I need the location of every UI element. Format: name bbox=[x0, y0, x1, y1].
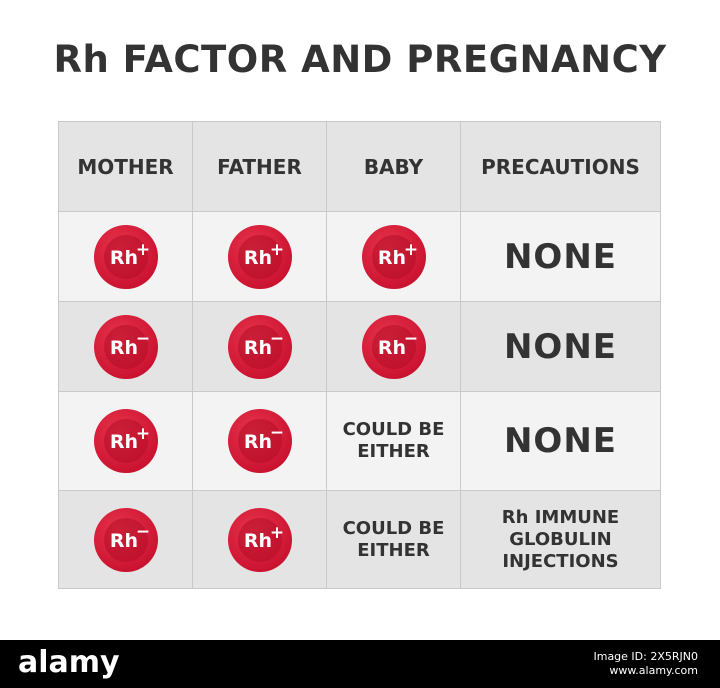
table-row: Rh − Rh + COULD BE EITHER Rh IMMUNE GLOBULIN INJ… bbox=[58, 490, 661, 589]
mother-cell: Rh − bbox=[58, 301, 193, 392]
svg-text:Rh: Rh bbox=[243, 247, 271, 269]
svg-text:+: + bbox=[135, 424, 149, 444]
precautions-text: NONE bbox=[504, 327, 617, 367]
mother-cell: Rh − bbox=[58, 490, 193, 589]
baby-cell: COULD BE EITHER bbox=[326, 391, 461, 491]
rh-negative-badge-icon: Rh− bbox=[361, 314, 426, 379]
page-title: Rh FACTOR AND PREGNANCY bbox=[53, 38, 667, 81]
footer-url: www.alamy.com bbox=[609, 664, 698, 677]
svg-text:−: − bbox=[135, 522, 149, 542]
rh-negative-badge-icon: Rh− bbox=[227, 409, 292, 473]
baby-outcome-line: EITHER bbox=[357, 441, 430, 462]
baby-cell: COULD BE EITHER bbox=[326, 490, 461, 589]
precautions-text: Rh IMMUNE GLOBULIN INJECTIONS bbox=[502, 507, 619, 573]
rh-positive-badge-icon: Rh+ bbox=[93, 409, 158, 473]
svg-text:Rh: Rh bbox=[377, 337, 405, 359]
father-cell: Rh − bbox=[192, 301, 327, 392]
baby-cell: Rh + bbox=[326, 211, 461, 302]
footer-info: Image ID: 2X5RJN0 www.alamy.com bbox=[593, 650, 698, 678]
precautions-line: GLOBULIN bbox=[509, 528, 612, 550]
header-mother: MOTHER bbox=[58, 121, 193, 212]
svg-text:−: − bbox=[403, 329, 417, 349]
baby-cell: Rh − bbox=[326, 301, 461, 392]
svg-text:−: − bbox=[269, 423, 283, 443]
father-cell: Rh + bbox=[192, 211, 327, 302]
footer-brand: alamy bbox=[18, 645, 120, 680]
precautions-cell: NONE bbox=[460, 211, 661, 302]
rh-negative-badge-icon: Rh− bbox=[93, 314, 158, 379]
svg-text:−: − bbox=[135, 329, 149, 349]
header-father: FATHER bbox=[192, 121, 327, 212]
table-row: Rh + Rh − COULD BE EITHER NONE bbox=[58, 391, 661, 491]
mother-cell: Rh + bbox=[58, 391, 193, 491]
father-cell: Rh + bbox=[192, 490, 327, 589]
precautions-line: INJECTIONS bbox=[502, 550, 619, 572]
rh-positive-badge-icon: Rh+ bbox=[361, 224, 426, 289]
header-baby: BABY bbox=[326, 121, 461, 212]
precautions-line: Rh IMMUNE bbox=[501, 506, 620, 528]
header-precautions: PRECAUTIONS bbox=[460, 121, 661, 212]
baby-outcome-text: COULD BE EITHER bbox=[343, 518, 445, 562]
table-row: Rh + Rh + Rh + NONE bbox=[58, 211, 661, 302]
svg-text:Rh: Rh bbox=[243, 337, 271, 359]
baby-outcome-line: COULD BE bbox=[342, 419, 445, 440]
footer-bar: alamy Image ID: 2X5RJN0 www.alamy.com bbox=[0, 640, 720, 688]
precautions-cell: NONE bbox=[460, 301, 661, 392]
header-row: MOTHER FATHER BABY PRECAUTIONS bbox=[58, 121, 661, 212]
svg-text:Rh: Rh bbox=[377, 247, 405, 269]
precautions-line: NONE bbox=[503, 236, 618, 277]
rh-positive-badge-icon: Rh+ bbox=[227, 224, 292, 289]
rh-table: MOTHER FATHER BABY PRECAUTIONS Rh + Rh + Rh +… bbox=[58, 121, 661, 589]
svg-text:+: + bbox=[135, 240, 149, 260]
precautions-cell: NONE bbox=[460, 391, 661, 491]
svg-text:Rh: Rh bbox=[109, 337, 137, 359]
svg-text:Rh: Rh bbox=[243, 431, 271, 453]
precautions-text: NONE bbox=[504, 421, 617, 461]
svg-text:+: + bbox=[403, 240, 417, 260]
rh-positive-badge-icon: Rh+ bbox=[93, 224, 158, 289]
mother-cell: Rh + bbox=[58, 211, 193, 302]
precautions-line: NONE bbox=[503, 326, 618, 367]
precautions-cell: Rh IMMUNE GLOBULIN INJECTIONS bbox=[460, 490, 661, 589]
rh-negative-badge-icon: Rh− bbox=[93, 507, 158, 572]
baby-outcome-line: EITHER bbox=[357, 539, 430, 561]
precautions-text: NONE bbox=[504, 237, 617, 277]
svg-text:Rh: Rh bbox=[109, 431, 137, 453]
father-cell: Rh − bbox=[192, 391, 327, 491]
baby-outcome-line: COULD BE bbox=[342, 517, 445, 539]
table-row: Rh − Rh − Rh − NONE bbox=[58, 301, 661, 392]
footer-image-id: Image ID: 2X5RJN0 bbox=[593, 650, 698, 663]
rh-negative-badge-icon: Rh− bbox=[227, 314, 292, 379]
svg-text:Rh: Rh bbox=[109, 530, 137, 552]
svg-text:+: + bbox=[269, 240, 283, 260]
svg-text:+: + bbox=[269, 523, 283, 543]
svg-text:Rh: Rh bbox=[243, 530, 271, 552]
precautions-line: NONE bbox=[503, 421, 618, 461]
svg-text:−: − bbox=[269, 329, 283, 349]
rh-positive-badge-icon: Rh+ bbox=[227, 507, 292, 572]
baby-outcome-text: COULD BE EITHER bbox=[343, 419, 445, 463]
svg-text:Rh: Rh bbox=[109, 247, 137, 269]
